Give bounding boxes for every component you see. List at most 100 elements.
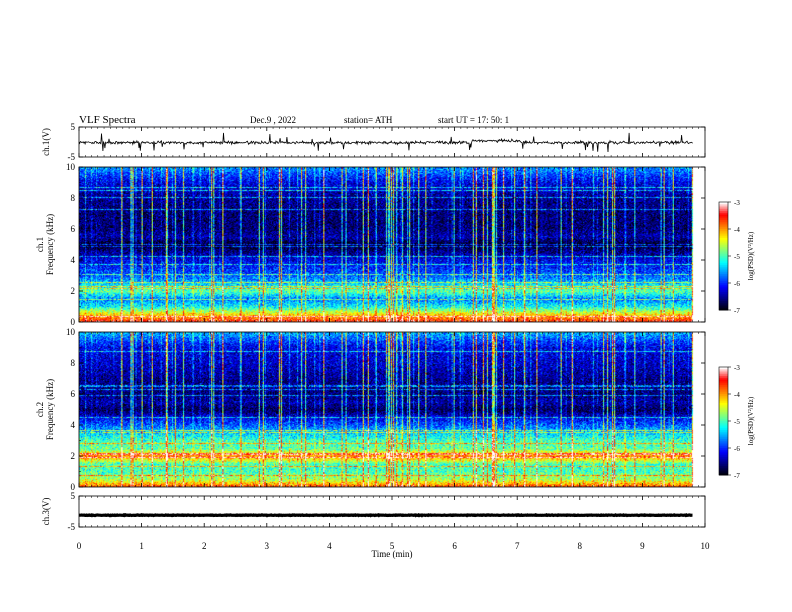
ch1-spec-colorbar-segment bbox=[719, 214, 728, 217]
ch1-spec-colorbar-segment bbox=[719, 265, 728, 268]
ch1-spec-colorbar-segment bbox=[719, 205, 728, 208]
ch1-spec-ytick-label: 0 bbox=[71, 317, 76, 327]
ch2-spec-colorbar-segment bbox=[719, 466, 728, 469]
ch2-spec-colorbar-tick-label: -6 bbox=[734, 445, 740, 453]
ch2-spec-colorbar-segment bbox=[719, 451, 728, 454]
ch2-spec-colorbar-segment bbox=[719, 410, 728, 413]
ch1-spec-colorbar-segment bbox=[719, 295, 728, 298]
ch1-spec-colorbar-tick-label: -6 bbox=[734, 280, 740, 288]
station-label: station= ATH bbox=[344, 115, 393, 125]
time-tick-label: 4 bbox=[327, 541, 332, 551]
ch2-spec-colorbar-segment bbox=[719, 460, 728, 463]
ch2-spec-ytick-label: 4 bbox=[71, 420, 76, 430]
ch2-spec-colorbar-segment bbox=[719, 419, 728, 422]
ch2-spec-colorbar-segment bbox=[719, 440, 728, 444]
ch2-spec-colorbar-segment bbox=[719, 399, 728, 402]
ch1-spec-colorbar-segment bbox=[719, 306, 728, 309]
ch2-spec-ylabel-frequency: Frequency (kHz) bbox=[45, 379, 55, 440]
ch2-spec-colorbar-segment bbox=[719, 388, 728, 391]
time-tick-label: 0 bbox=[77, 541, 82, 551]
ch1-spec-colorbar-segment bbox=[719, 293, 728, 297]
ch1-ytick-label: 5 bbox=[71, 122, 76, 132]
ch2-spec-ylabel: ch.2 Frequency (kHz) bbox=[35, 379, 55, 440]
ch1-spec-colorbar-tick-label: -5 bbox=[734, 253, 740, 261]
time-tick-label: 6 bbox=[452, 541, 457, 551]
ch1-spec-colorbar-tick-label: -7 bbox=[734, 307, 740, 315]
ch2-spec-colorbar-segment bbox=[719, 462, 728, 465]
ch2-spec-colorbar-segment bbox=[719, 426, 728, 429]
ch2-spec-colorbar-segment bbox=[719, 442, 728, 445]
ch2-spec-colorbar-segment bbox=[719, 392, 728, 395]
ch1-spec-ylabel-channel: ch.1 bbox=[35, 237, 45, 252]
ch1-spec-colorbar-segment bbox=[719, 284, 728, 288]
ch1-spec-colorbar-segment bbox=[719, 211, 728, 214]
date-label: Dec.9 , 2022 bbox=[250, 115, 296, 125]
ch1-spec-colorbar-segment bbox=[719, 263, 728, 266]
ch2-spec-colorbar-segment bbox=[719, 381, 728, 384]
ch2-spec-colorbar-segment bbox=[719, 374, 728, 377]
x-axis-label: Time (min) bbox=[372, 549, 413, 559]
ch1-spec-ytick-label: 2 bbox=[71, 286, 76, 296]
ch2-spec-colorbar-tick-label: -5 bbox=[734, 418, 740, 426]
ch1-waveform-panel bbox=[78, 132, 693, 153]
ch1-ylabel: ch.1(V) bbox=[41, 128, 51, 156]
ch2-spec-colorbar-segment bbox=[719, 455, 728, 458]
ch1-spec-colorbar-segment bbox=[719, 250, 728, 253]
ch1-spec-colorbar-segment bbox=[719, 281, 728, 284]
figure-title: VLF Spectra bbox=[79, 114, 136, 126]
ch1-spec-colorbar-segment bbox=[719, 220, 728, 223]
ch3-signal-line bbox=[78, 512, 693, 518]
ch2-spec-colorbar-segment bbox=[719, 422, 728, 426]
ch1-spec-colorbar-segment bbox=[719, 304, 728, 307]
ch2-spec-colorbar-segment bbox=[719, 395, 728, 399]
ch2-spec-colorbar-segment bbox=[719, 471, 728, 474]
ch2-spec-colorbar-segment bbox=[719, 467, 728, 471]
ch1-spectrogram-panel bbox=[79, 167, 705, 322]
ch1-spec-colorbar-label: log(PSD)(V²/Hz) bbox=[747, 231, 755, 280]
ch2-spec-colorbar-segment bbox=[719, 449, 728, 453]
ch2-spec-colorbar-segment bbox=[719, 401, 728, 404]
ch1-spec-colorbar-segment bbox=[719, 225, 728, 228]
ch1-spec-colorbar-segment bbox=[719, 297, 728, 300]
ch3-ytick-label: -5 bbox=[68, 522, 76, 532]
start-time-label: start UT = 17: 50: 1 bbox=[438, 115, 509, 125]
ch1-spec-colorbar-segment bbox=[719, 203, 728, 207]
ch1-spec-colorbar-tick-label: -4 bbox=[734, 226, 740, 234]
ch1-spec-colorbar-segment bbox=[719, 272, 728, 275]
ch1-spec-colorbar-segment bbox=[719, 227, 728, 230]
ch1-spec-colorbar-segment bbox=[719, 270, 728, 273]
ch2-spec-colorbar-segment bbox=[719, 406, 728, 409]
ch2-spec-colorbar-segment bbox=[719, 403, 728, 406]
ch2-spec-colorbar-segment bbox=[719, 404, 728, 408]
ch2-spec-colorbar-segment bbox=[719, 367, 728, 370]
ch1-spec-colorbar-segment bbox=[719, 207, 728, 210]
ch1-spec-colorbar-segment bbox=[719, 261, 728, 264]
ch2-spec-colorbar-segment bbox=[719, 394, 728, 397]
ch1-spec-colorbar-segment bbox=[719, 239, 728, 243]
ch2-spec-colorbar-segment bbox=[719, 421, 728, 424]
ch2-spec-colorbar-tick-label: -4 bbox=[734, 391, 740, 399]
ch2-spec-colorbar-segment bbox=[719, 446, 728, 449]
ch2-spec-colorbar-segment bbox=[719, 390, 728, 393]
time-tick-label: 1 bbox=[139, 541, 144, 551]
ch1-spec-colorbar-segment bbox=[719, 229, 728, 232]
ch1-spec-colorbar-segment bbox=[719, 290, 728, 293]
ch1-spec-colorbar-segment bbox=[719, 302, 728, 306]
ch2-spec-colorbar-segment bbox=[719, 435, 728, 438]
ch2-spec-colorbar-segment bbox=[719, 385, 728, 388]
ch2-spec-ytick-label: 2 bbox=[71, 451, 76, 461]
ch2-spec-colorbar-segment bbox=[719, 473, 728, 476]
ch3-wave-frame bbox=[78, 495, 706, 528]
ch1-spec-colorbar-segment bbox=[719, 259, 728, 262]
ch1-spec-colorbar-segment bbox=[719, 218, 728, 221]
ch2-spec-ytick-label: 8 bbox=[71, 358, 76, 368]
ch1-spec-ytick-label: 8 bbox=[71, 193, 76, 203]
ch1-spec-colorbar-segment bbox=[719, 232, 728, 235]
ch2-spec-colorbar-segment bbox=[719, 457, 728, 460]
ch2-spectrogram-image bbox=[79, 332, 705, 487]
ch2-spec-colorbar-segment bbox=[719, 424, 728, 427]
ch1-spec-colorbar-segment bbox=[719, 279, 728, 282]
ch1-spec-colorbar-segment bbox=[719, 299, 728, 302]
ch2-spec-colorbar-segment bbox=[719, 386, 728, 390]
